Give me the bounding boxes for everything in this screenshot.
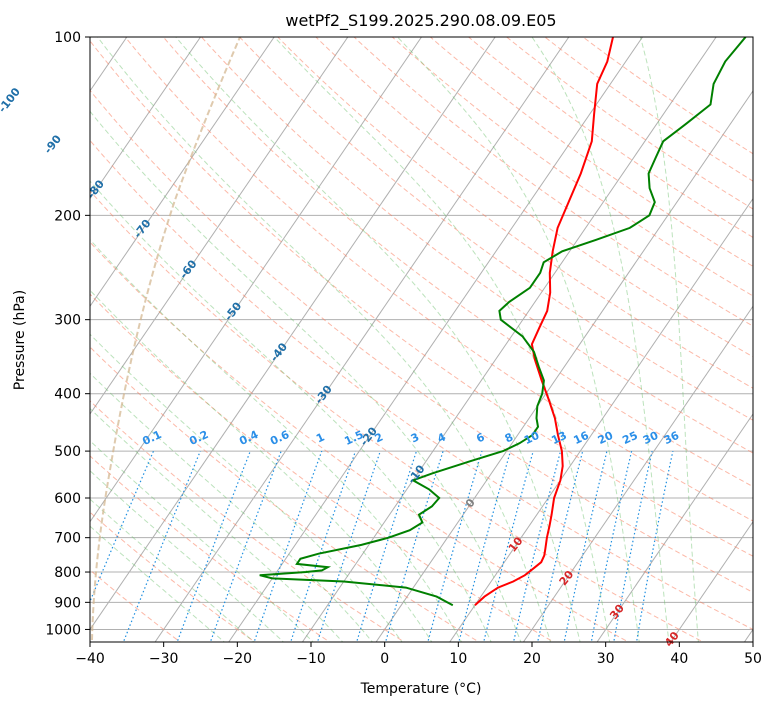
y-tick-label: 300 [54,313,81,329]
chart-title: wetPf2_S199.2025.290.08.09.E05 [285,11,556,31]
mixing-ratio-label: 13 [549,429,568,447]
dry-adiabat-line [90,139,753,631]
isotherm-line [228,37,644,642]
mixing-ratio-label: 30 [641,429,661,447]
mixing-ratio-label: 16 [572,429,592,447]
x-tick-label: −30 [149,651,179,667]
dry-adiabat-line [90,511,256,642]
isotherm-line [90,37,275,308]
mixing-ratio-line [316,450,381,642]
x-tick-label: 40 [670,651,688,667]
mixing-ratio-label: 10 [522,429,542,447]
dry-adiabat-line [582,37,753,155]
isotherm-line [154,37,570,642]
y-tick-label: 800 [54,565,81,581]
moist-adiabat-line [90,525,226,642]
mixing-ratio-line [512,450,562,642]
moist-adiabat-line [639,37,699,642]
x-tick-label: 30 [597,651,615,667]
dry-adiabat-line [90,89,753,593]
mixing-ratio-line [458,450,512,642]
temperature-profile-line [474,37,614,606]
y-tick-label: 100 [54,30,81,46]
dry-adiabat-line [391,37,753,297]
y-tick-label: 900 [54,595,81,611]
dry-adiabat-line [90,455,331,642]
mixing-ratio-label: 25 [620,429,639,447]
dry-adiabat-line [505,37,753,210]
dry-adiabat-line [315,37,753,358]
mixing-ratio-line [427,450,483,642]
mixing-ratio-line [483,450,534,642]
dry-adiabat-line [162,37,753,488]
mixing-ratio-line [356,450,418,642]
mixing-ratio-line [635,450,674,642]
y-tick-label: 500 [54,444,81,460]
y-tick-label: 400 [54,387,81,403]
x-tick-label: −40 [75,651,105,667]
y-axis-title: Pressure (hPa) [12,290,28,390]
moist-adiabat-line [273,37,611,642]
moist-adiabat-line [90,372,374,642]
moist-adiabat-line [396,37,640,642]
x-tick-label: −10 [296,651,326,667]
moist-adiabat-line [90,289,433,642]
mixing-ratio-line [590,450,633,642]
mixing-ratio-label: 36 [662,429,682,447]
y-tick-label: 1000 [45,622,81,638]
dry-adiabat-line [90,293,555,642]
mixing-ratio-line [384,450,444,642]
moist-adiabat-line [90,498,255,642]
moist-adiabat-line [531,37,670,642]
dry-adiabat-line [90,190,705,642]
plot-frame [89,36,754,643]
dry-adiabat-line [277,37,753,389]
mixing-ratio-line [613,450,653,642]
y-tick-label: 600 [54,491,81,507]
mixing-ratio-line [290,450,357,642]
x-tick-label: 50 [744,651,762,667]
moist-adiabat-line [90,239,463,642]
moist-adiabat-line [90,470,285,642]
mixing-ratio-line [176,450,251,642]
dry-adiabat-line [200,37,753,454]
dry-adiabat-line [238,37,753,421]
x-tick-label: 20 [523,651,541,667]
dry-adiabat-line [353,37,753,327]
dry-adiabat-line [90,40,753,557]
y-tick-label: 200 [54,208,81,224]
dry-adiabat-line [90,241,630,642]
isotherm-line [90,37,496,631]
mixing-ratio-line [563,450,608,642]
mixing-ratio-label: 20 [596,429,616,447]
mixing-ratio-line [90,450,155,603]
moist-adiabat-line [175,37,581,642]
x-tick-label: 10 [449,651,467,667]
mixing-ratio-line [122,450,201,642]
x-tick-label: 0 [380,651,389,667]
moist-adiabat-line [90,180,492,642]
moist-adiabat-line [96,37,552,642]
isotherm-line [90,37,202,200]
isotherm-line [449,197,753,642]
isotherm-line [375,89,753,642]
y-tick-label: 700 [54,531,81,547]
dewpoint-profile-line [259,37,747,607]
dry-adiabat-line [124,37,753,522]
isotherm-line [596,413,753,642]
left-reference-curve [91,37,241,641]
isotherm-line [90,37,349,415]
isotherm-line [90,37,423,523]
mixing-ratio-line [537,450,584,642]
x-axis-title: Temperature (°C) [360,681,482,697]
isotherm-line [522,305,753,642]
x-tick-label: −20 [223,651,253,667]
isotherm-line [301,37,717,642]
mixing-ratio-line [209,450,282,642]
mixing-ratio-line [253,450,323,642]
dry-adiabat-line [467,37,753,239]
moist-adiabat-line [90,440,314,642]
